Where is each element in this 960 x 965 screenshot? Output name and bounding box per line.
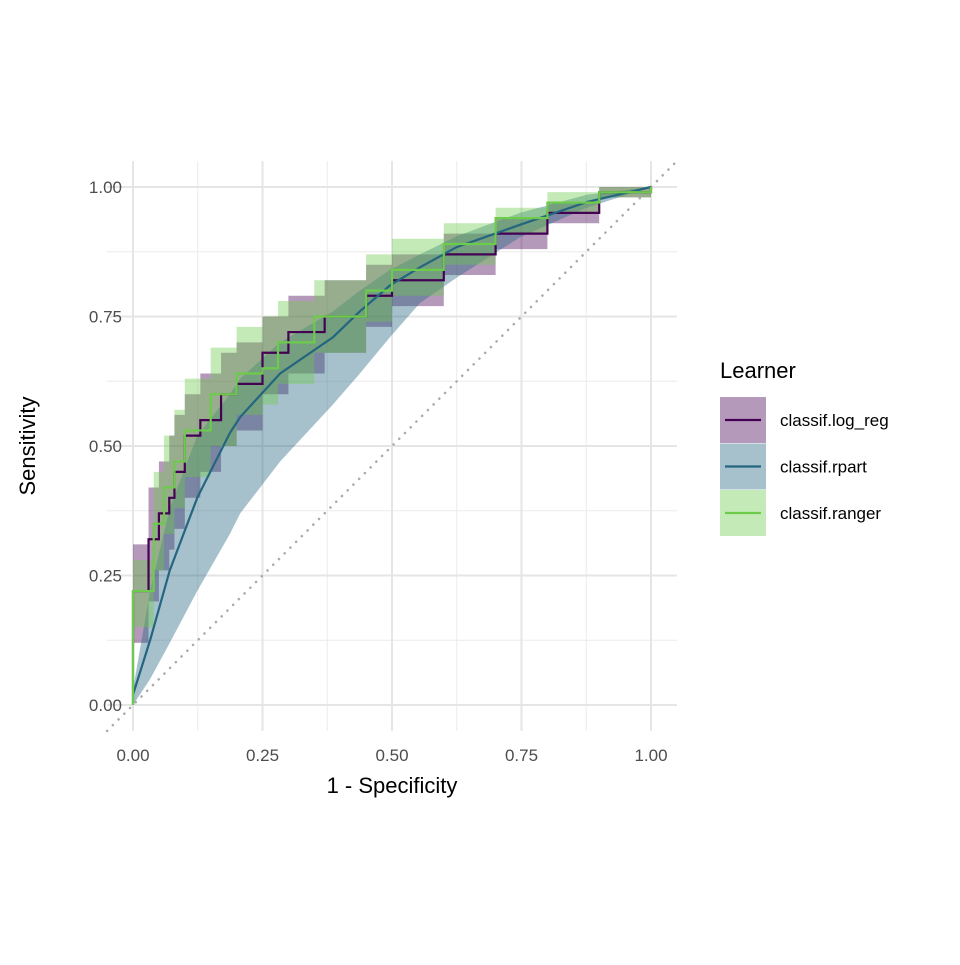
y-tick-label: 0.25 bbox=[89, 567, 122, 586]
x-tick-label: 0.00 bbox=[116, 746, 149, 765]
legend-label: classif.ranger bbox=[780, 504, 881, 523]
y-tick-label: 0.75 bbox=[89, 308, 122, 327]
x-tick-label: 1.00 bbox=[634, 746, 667, 765]
y-tick-label: 1.00 bbox=[89, 178, 122, 197]
x-tick-label: 0.75 bbox=[505, 746, 538, 765]
x-tick-label: 0.50 bbox=[375, 746, 408, 765]
classif-ranger-line bbox=[131, 187, 653, 705]
reference-diagonal bbox=[105, 159, 679, 733]
gridlines bbox=[107, 161, 677, 731]
legend-label: classif.rpart bbox=[780, 458, 867, 477]
legend-item-classif-ranger: classif.ranger bbox=[720, 490, 881, 536]
classif-ranger-band bbox=[133, 187, 651, 705]
roc-lines bbox=[131, 185, 653, 705]
y-axis-ticks: 0.00 0.25 0.50 0.75 1.00 bbox=[89, 178, 122, 715]
legend: Learner classif.log_reg classif.rpart clas… bbox=[720, 358, 889, 536]
x-tick-label: 0.25 bbox=[246, 746, 279, 765]
y-axis-title: Sensitivity bbox=[15, 396, 40, 495]
legend-label: classif.log_reg bbox=[780, 411, 889, 430]
x-axis-ticks: 0.00 0.25 0.50 0.75 1.00 bbox=[116, 746, 667, 765]
y-tick-label: 0.00 bbox=[89, 696, 122, 715]
legend-item-classif-log-reg: classif.log_reg bbox=[720, 397, 889, 443]
x-axis-title: 1 - Specificity bbox=[327, 773, 458, 798]
classif-rpart-line bbox=[131, 185, 652, 695]
diagonal-reference-line bbox=[105, 159, 679, 733]
legend-item-classif-rpart: classif.rpart bbox=[720, 443, 867, 490]
legend-title: Learner bbox=[720, 358, 796, 383]
y-tick-label: 0.50 bbox=[89, 437, 122, 456]
classif-log-reg-band bbox=[133, 187, 651, 705]
